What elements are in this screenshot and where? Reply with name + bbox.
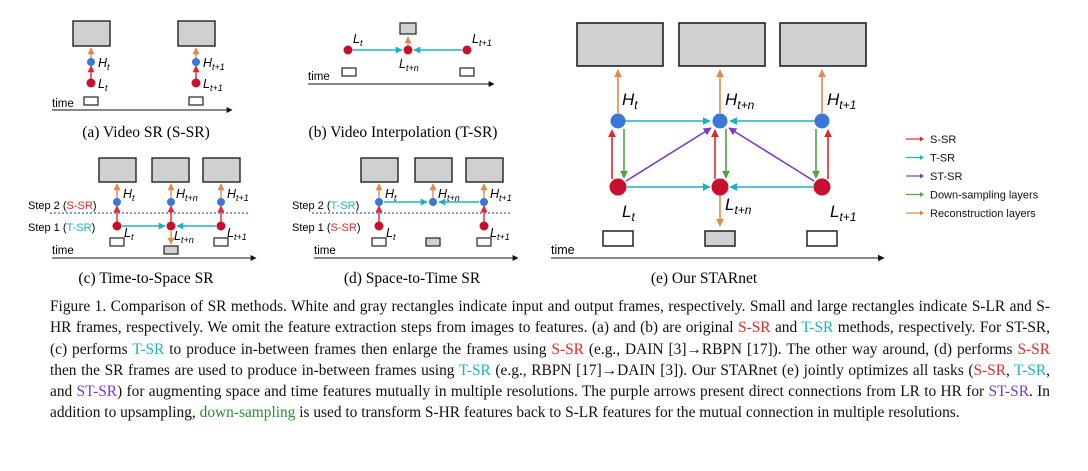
figure-diagram: Ht Lt Ht+1 Lt+1 time (a) Video SR (S-SR)… — [28, 20, 1039, 287]
legend-arrowhead — [920, 192, 924, 197]
step1-label: Step 1 (S-SR) — [292, 222, 360, 234]
label-ht: Ht — [98, 56, 110, 72]
panel-a-caption: (a) Video SR (S-SR) — [82, 124, 210, 141]
step2-label: Step 2 (S-SR) — [28, 200, 96, 212]
label-lt: Lt — [353, 32, 363, 48]
time-label: time — [551, 243, 575, 257]
label-lt: Lt — [98, 77, 108, 93]
legend: S-SR T-SR ST-SR Down-sampling layers Reconst… — [906, 134, 1039, 220]
panel-e-caption: (e) Our STARnet — [651, 270, 758, 287]
legend-arrowhead — [920, 136, 924, 142]
label-ht: Ht — [622, 90, 638, 112]
panel-c-caption: (c) Time-to-Space SR — [78, 270, 214, 287]
legend-label: ST-SR — [930, 171, 962, 183]
label-htn: Ht+n — [176, 187, 198, 203]
label-lt1: Lt+1 — [227, 226, 247, 242]
panel-d: Ht Ht+n Ht+1 Lt Lt+1 Step 2 (T-SR) Step … — [292, 157, 519, 287]
legend-label: Reconstruction layers — [930, 208, 1036, 220]
label-ltn: Lt+n — [399, 57, 419, 73]
label-ht1: Ht+1 — [827, 90, 856, 112]
label-ht1: Ht+1 — [203, 56, 225, 72]
step2-label: Step 2 (T-SR) — [292, 200, 359, 212]
legend-arrowhead — [920, 155, 924, 160]
legend-label: T-SR — [930, 153, 955, 165]
label-lt: Lt — [622, 202, 635, 224]
figure-caption: Figure 1. Comparison of SR methods. Whit… — [50, 298, 1051, 422]
label-ht: Ht — [123, 187, 135, 203]
legend-label: S-SR — [930, 134, 956, 146]
panel-c: Ht Ht+n Ht+1 Lt Lt+n Lt+1 Step 2 (S-SR) … — [28, 157, 257, 287]
time-label: time — [52, 245, 74, 257]
legend-label: Down-sampling layers — [930, 190, 1039, 202]
step1-label: Step 1 (T-SR) — [28, 222, 95, 234]
panel-b-caption: (b) Video Interpolation (T-SR) — [309, 124, 498, 141]
legend-arrowhead — [920, 173, 924, 179]
label-ht: Ht — [385, 187, 397, 203]
time-label: time — [52, 98, 74, 110]
time-label: time — [314, 245, 336, 257]
label-lt1: Lt+1 — [490, 226, 510, 242]
legend-arrowhead — [920, 210, 924, 216]
panel-b: Lt Lt+1 Lt+n time (b) Video Interpolatio… — [308, 22, 498, 141]
panel-d-caption: (d) Space-to-Time SR — [344, 270, 481, 287]
label-htn: Ht+n — [438, 187, 460, 203]
label-lt: Lt — [124, 226, 134, 242]
time-label: time — [308, 71, 330, 83]
label-lt1: Lt+1 — [472, 32, 492, 48]
label-lt1: Lt+1 — [203, 77, 223, 93]
label-ht1: Ht+1 — [490, 187, 512, 203]
label-lt: Lt — [386, 226, 396, 242]
panel-e: Ht Ht+n Ht+1 Lt Lt+n Lt+1 time (e) Our S… — [551, 22, 885, 287]
label-ltn: Lt+n — [725, 195, 752, 217]
label-ltn: Lt+n — [174, 229, 194, 245]
label-htn: Ht+n — [725, 90, 755, 112]
label-lt1: Lt+1 — [830, 202, 856, 224]
label-ht1: Ht+1 — [227, 187, 249, 203]
panel-a: Ht Lt Ht+1 Lt+1 time (a) Video SR (S-SR) — [52, 20, 233, 141]
